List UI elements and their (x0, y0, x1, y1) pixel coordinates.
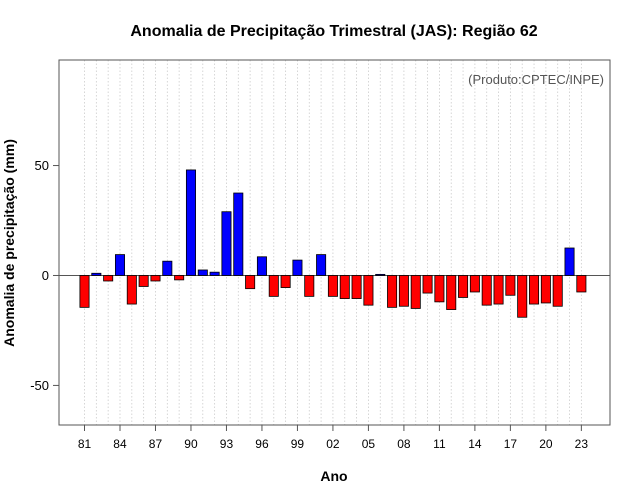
bar-02 (327, 275, 338, 297)
bar-20 (540, 275, 551, 304)
bar-04 (351, 275, 362, 299)
bar-93 (221, 211, 232, 276)
bar-16 (493, 275, 504, 305)
x-tick-label: 87 (149, 437, 163, 451)
y-tick-label: -50 (30, 378, 49, 393)
x-axis: 81 84 87 90 93 96 99 02 05 08 11 14 17 20 23 (78, 425, 589, 451)
bar-88 (162, 260, 173, 276)
bar-15 (481, 275, 492, 306)
x-axis-title: Ano (320, 468, 347, 484)
x-tick-label: 99 (291, 437, 305, 451)
bar-96 (256, 256, 267, 276)
bar-94 (233, 192, 244, 276)
bar-82 (91, 272, 102, 276)
bar-08 (398, 275, 409, 307)
bar-21 (552, 275, 563, 307)
x-tick-label: 08 (397, 437, 411, 451)
x-tick-label: 81 (78, 437, 92, 451)
y-axis-title: Anomalia de precipitação (mm) (1, 139, 17, 347)
bar-07 (387, 275, 398, 308)
x-tick-label: 02 (326, 437, 340, 451)
bar-23 (576, 275, 587, 293)
x-tick-label: 84 (113, 437, 127, 451)
x-tick-label: 11 (433, 437, 446, 451)
x-tick-label: 17 (504, 437, 518, 451)
bar-84 (114, 254, 125, 276)
y-tick-label: 50 (35, 158, 49, 173)
plot-frame (58, 59, 611, 426)
x-tick-label: 23 (575, 437, 589, 451)
bar-19 (529, 275, 540, 305)
bar-14 (469, 275, 480, 293)
y-tick-label: 0 (42, 268, 49, 283)
bar-17 (505, 275, 516, 296)
chart-title: Anomalia de Precipitação Trimestral (JAS… (130, 23, 537, 40)
bar-09 (410, 275, 421, 309)
bar-13 (458, 275, 469, 298)
bar-11 (434, 275, 445, 303)
bar-81 (79, 275, 90, 308)
x-tick-label: 90 (184, 437, 198, 451)
grid-lines (84, 60, 582, 425)
bar-87 (150, 275, 161, 282)
bar-10 (422, 275, 433, 294)
bar-95 (245, 275, 256, 290)
bar-12 (446, 275, 457, 310)
bar-01 (316, 254, 327, 276)
y-axis: -50 0 50 (30, 158, 59, 393)
bar-98 (280, 275, 291, 288)
bars (79, 169, 587, 318)
x-tick-label: 96 (255, 437, 269, 451)
bar-22 (564, 247, 575, 276)
bar-89 (174, 275, 185, 281)
bar-85 (126, 275, 137, 305)
bar-97 (268, 275, 279, 297)
bar-86 (138, 275, 149, 287)
x-tick-label: 93 (220, 437, 234, 451)
bar-18 (517, 275, 528, 318)
x-tick-label: 14 (468, 437, 482, 451)
x-tick-label: 20 (539, 437, 553, 451)
product-credit: (Produto:CPTEC/INPE) (468, 72, 604, 87)
bar-06 (375, 273, 386, 276)
bar-03 (339, 275, 350, 299)
bar-90 (185, 169, 196, 276)
bar-92 (209, 271, 220, 276)
bar-99 (292, 259, 303, 276)
bar-05 (363, 275, 374, 306)
x-tick-label: 05 (362, 437, 376, 451)
bar-91 (197, 269, 208, 276)
bar-00 (304, 275, 315, 297)
bar-83 (103, 275, 114, 282)
